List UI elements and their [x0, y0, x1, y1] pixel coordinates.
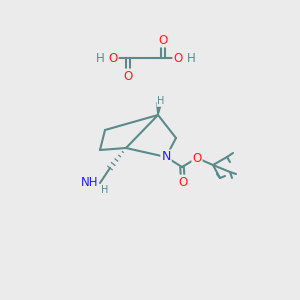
- Text: H: H: [157, 96, 165, 106]
- Text: O: O: [108, 52, 118, 64]
- Text: O: O: [173, 52, 183, 64]
- Polygon shape: [157, 103, 161, 115]
- Text: NH: NH: [80, 176, 98, 190]
- Text: H: H: [187, 52, 195, 64]
- Text: H: H: [96, 52, 104, 64]
- Text: O: O: [178, 176, 188, 188]
- Text: H: H: [101, 185, 109, 195]
- Text: N: N: [161, 151, 171, 164]
- Text: O: O: [158, 34, 168, 46]
- Text: O: O: [192, 152, 202, 164]
- Text: O: O: [123, 70, 133, 83]
